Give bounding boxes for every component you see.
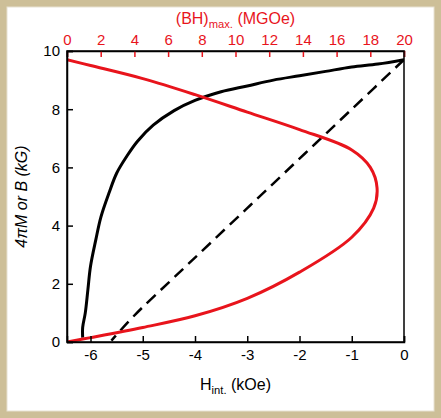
tick-mark (195, 336, 197, 342)
tick-label: 0 (400, 346, 408, 363)
tick: 18 (362, 31, 379, 57)
tick-mark (67, 167, 73, 169)
xticks-axis: -6 -5 -4 -3 -2 -1 0 (68, 336, 409, 363)
x2ticks-axis: 0 2 4 6 8 10 12 14 16 18 20 (63, 31, 413, 57)
tick: 2 (97, 31, 105, 57)
tick: -4 (189, 336, 202, 363)
yticks-axis: 0 2 4 6 8 10 (43, 42, 73, 350)
axis-line (68, 52, 405, 58)
tick-label: 4 (52, 217, 60, 234)
tick-label: -4 (189, 346, 202, 363)
tick: -2 (293, 336, 306, 363)
tick-label: 16 (329, 31, 346, 48)
plot-area (67, 60, 404, 342)
tick-mark (247, 336, 249, 342)
tick-mark (299, 336, 301, 342)
tick-label: 2 (52, 275, 60, 292)
tick: -3 (241, 336, 254, 363)
tick-label: 6 (52, 159, 60, 176)
tick-label: 0 (63, 31, 71, 48)
tick-label: 2 (97, 31, 105, 48)
series-line (111, 60, 404, 341)
tick: 16 (329, 31, 346, 57)
tick-mark (100, 51, 102, 57)
plot-frame (67, 51, 404, 342)
tick: -6 (84, 336, 97, 363)
tick: 8 (52, 101, 73, 118)
tick: 6 (164, 31, 172, 57)
tick: 14 (295, 31, 312, 57)
axis-line (68, 52, 74, 343)
tick-mark (370, 51, 372, 57)
background (7, 7, 434, 411)
tick-label: 12 (261, 31, 278, 48)
tick-mark (134, 51, 136, 57)
tick-label: -1 (346, 346, 359, 363)
tick: 10 (228, 31, 245, 57)
tick-mark (303, 51, 305, 57)
tick-mark (202, 51, 204, 57)
tick-label: 20 (396, 31, 413, 48)
series-line (67, 60, 377, 342)
tick-label: 4 (131, 31, 139, 48)
tick-mark (168, 51, 170, 57)
chart: -6 -5 -4 -3 -2 -1 0 0 2 4 6 8 10 12 14 16 18 20 0 2 4 6 8 10 Hin… (0, 0, 441, 418)
tick-label: -6 (84, 346, 97, 363)
tick-label: 8 (52, 101, 60, 118)
tick-label: 6 (164, 31, 172, 48)
tick: 4 (131, 31, 139, 57)
tick-mark (235, 51, 237, 57)
tick: -5 (137, 336, 150, 363)
tick-mark (67, 225, 73, 227)
tick-mark (143, 336, 145, 342)
tick-label: 8 (198, 31, 206, 48)
tick-label: -3 (241, 346, 254, 363)
tick-mark (269, 51, 271, 57)
tick-label: 10 (43, 42, 60, 59)
tick: 2 (52, 275, 73, 292)
series-line (83, 60, 404, 338)
tick-mark (67, 109, 73, 111)
tick: 8 (198, 31, 206, 57)
tick-label: 0 (52, 333, 60, 350)
tick: 6 (52, 159, 73, 176)
tick-label: 14 (295, 31, 312, 48)
tick-label: 18 (362, 31, 379, 48)
y-axis-title: 4πM or B (kG) (13, 145, 30, 247)
tick-mark (90, 336, 92, 342)
tick: 12 (261, 31, 278, 57)
tick: 4 (52, 217, 73, 234)
tick-mark (352, 336, 354, 342)
x2-axis-title: (BH)max. (MGOe) (176, 10, 295, 30)
tick: -1 (346, 336, 359, 363)
tick-mark (67, 284, 73, 286)
tick-label: 10 (228, 31, 245, 48)
tick-label: -5 (137, 346, 150, 363)
tick-label: -2 (293, 346, 306, 363)
tick-mark (336, 51, 338, 57)
x-axis-title: Hint. (kOe) (200, 376, 271, 396)
